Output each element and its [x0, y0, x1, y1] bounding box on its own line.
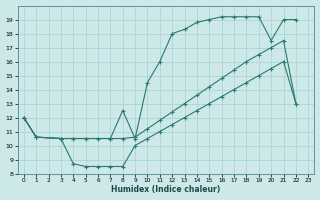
X-axis label: Humidex (Indice chaleur): Humidex (Indice chaleur) [111, 185, 221, 194]
